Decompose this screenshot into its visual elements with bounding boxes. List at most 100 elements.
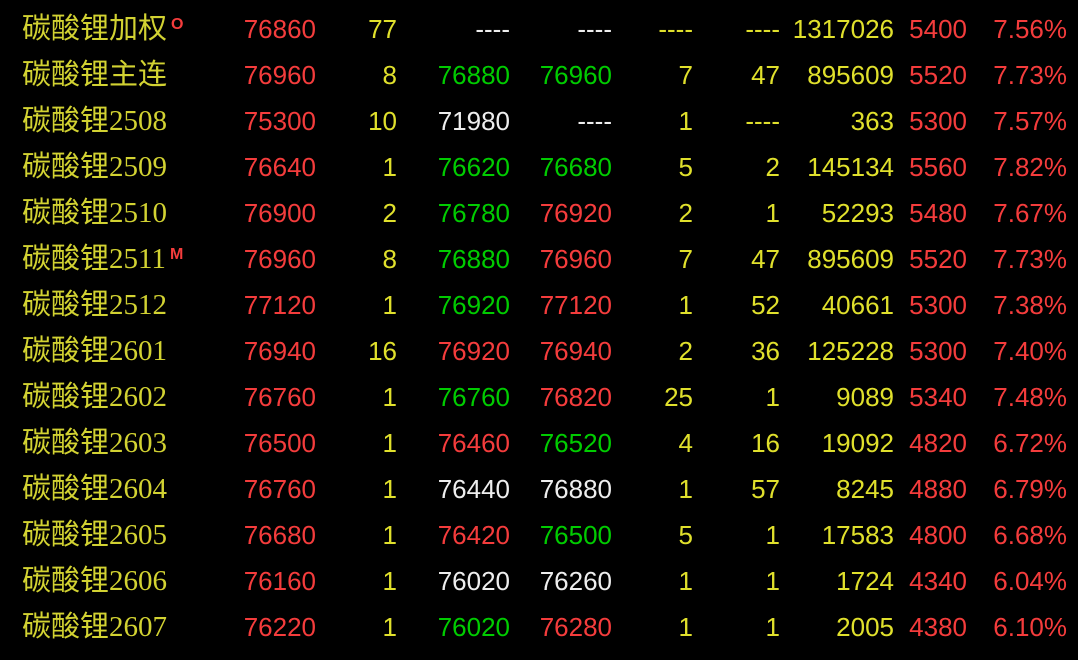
ask-price-cell: 77120	[539, 290, 612, 320]
ask-price-cell: 76940	[539, 336, 612, 366]
contract-name: 碳酸锂2607	[0, 612, 230, 642]
ask-price-cell: 76820	[539, 382, 612, 412]
current-volume-cell: 1	[382, 382, 397, 412]
contract-name-label: 碳酸锂2602	[22, 380, 168, 413]
current-volume-cell: 10	[368, 106, 397, 136]
change-cell: 5560	[909, 152, 967, 182]
total-volume-cell: 145134	[807, 152, 894, 182]
ask-volume-cell: ----	[745, 106, 780, 136]
change-cell: 5520	[909, 244, 967, 274]
bid-price-cell: 76020	[437, 612, 510, 642]
ask-price-cell: 76920	[539, 198, 612, 228]
quote-row[interactable]: 碳酸锂2602 76760 1 76760 76820 25 1 9089 53…	[0, 374, 1078, 420]
bid-price-cell: 76420	[437, 520, 510, 550]
change-cell: 5480	[909, 198, 967, 228]
contract-name-label: 碳酸锂2510	[22, 196, 168, 229]
current-volume-cell: 1	[382, 152, 397, 182]
contract-name-label: 碳酸锂2508	[22, 104, 168, 137]
current-volume-cell: 2	[382, 198, 397, 228]
last-price-cell: 76940	[243, 336, 316, 366]
current-volume-cell: 8	[382, 60, 397, 90]
total-volume-cell: 895609	[807, 244, 894, 274]
ask-volume-cell: 2	[765, 152, 780, 182]
ask-price-cell: ----	[577, 14, 612, 44]
bid-volume-cell: 1	[678, 290, 693, 320]
contract-name: 碳酸锂2509	[0, 150, 230, 183]
bid-volume-cell: 7	[678, 244, 693, 274]
quote-row[interactable]: 碳酸锂2607 76220 1 76020 76280 1 1 2005 438…	[0, 604, 1078, 650]
ask-volume-cell: 1	[765, 566, 780, 596]
bid-price-cell: 76620	[437, 152, 510, 182]
quote-row[interactable]: 碳酸锂2510 76900 2 76780 76920 2 1 52293 54…	[0, 190, 1078, 236]
change-cell: 5300	[909, 336, 967, 366]
quote-row[interactable]: 碳酸锂加权 O 76860 77 ---- ---- ---- ---- 1317…	[0, 6, 1078, 52]
total-volume-cell: 40661	[821, 290, 894, 320]
bid-volume-cell: 1	[678, 566, 693, 596]
change-cell: 4380	[909, 612, 967, 642]
quote-row[interactable]: 碳酸锂2604 76760 1 76440 76880 1 57 8245 48…	[0, 466, 1078, 512]
contract-name: 碳酸锂2510	[0, 196, 230, 229]
contract-name: 碳酸锂2603	[0, 426, 230, 459]
quote-table-body: 碳酸锂加权 O 76860 77 ---- ---- ---- ---- 1317…	[0, 6, 1078, 650]
bid-price-cell: 71980	[437, 106, 510, 136]
quote-row[interactable]: 碳酸锂2509 76640 1 76620 76680 5 2 145134 5…	[0, 144, 1078, 190]
last-price-cell: 76680	[243, 520, 316, 550]
quote-row[interactable]: 碳酸锂2511 M 76960 8 76880 76960 7 47 895609…	[0, 236, 1078, 282]
ask-price-cell: 76960	[539, 244, 612, 274]
change-percent-cell: 7.56%	[993, 14, 1067, 44]
contract-name: 碳酸锂2605	[0, 520, 230, 550]
quote-row[interactable]: 碳酸锂2601 76940 16 76920 76940 2 36 125228…	[0, 328, 1078, 374]
current-volume-cell: 16	[368, 336, 397, 366]
contract-name-label: 碳酸锂2509	[22, 150, 168, 183]
change-percent-cell: 6.68%	[993, 520, 1067, 550]
last-price-cell: 75300	[243, 106, 316, 136]
change-percent-cell: 7.57%	[993, 106, 1067, 136]
total-volume-cell: 2005	[836, 612, 894, 642]
quote-row[interactable]: 碳酸锂2605 76680 1 76420 76500 5 1 17583 48…	[0, 512, 1078, 558]
total-volume-cell: 1724	[836, 566, 894, 596]
current-volume-cell: 1	[382, 428, 397, 458]
last-price-cell: 76500	[243, 428, 316, 458]
bid-volume-cell: 1	[678, 612, 693, 642]
total-volume-cell: 125228	[807, 336, 894, 366]
bid-volume-cell: 25	[664, 382, 693, 412]
current-volume-cell: 1	[382, 474, 397, 504]
contract-name: 碳酸锂2601	[0, 336, 230, 366]
change-percent-cell: 6.79%	[993, 474, 1067, 504]
change-cell: 5340	[909, 382, 967, 412]
ask-volume-cell: 16	[751, 428, 780, 458]
quote-row[interactable]: 碳酸锂2606 76160 1 76020 76260 1 1 1724 434…	[0, 558, 1078, 604]
change-cell: 4340	[909, 566, 967, 596]
quote-row[interactable]: 碳酸锂2508 75300 10 71980 ---- 1 ---- 363 5…	[0, 98, 1078, 144]
last-price-cell: 76640	[243, 152, 316, 182]
ask-volume-cell: 1	[765, 198, 780, 228]
bid-price-cell: 76880	[437, 60, 510, 90]
bid-volume-cell: 1	[678, 474, 693, 504]
contract-name: 碳酸锂2604	[0, 474, 230, 504]
bid-volume-cell: 2	[678, 336, 693, 366]
change-cell: 5520	[909, 60, 967, 90]
ask-volume-cell: 57	[751, 474, 780, 504]
change-percent-cell: 7.82%	[993, 152, 1067, 182]
bid-price-cell: 76780	[437, 198, 510, 228]
bid-volume-cell: 2	[678, 198, 693, 228]
last-price-cell: 76860	[243, 14, 316, 44]
bid-volume-cell: 7	[678, 60, 693, 90]
ask-volume-cell: 47	[751, 244, 780, 274]
last-price-cell: 76960	[243, 244, 316, 274]
quote-row[interactable]: 碳酸锂2512 77120 1 76920 77120 1 52 40661 5…	[0, 282, 1078, 328]
bid-volume-cell: ----	[658, 14, 693, 44]
ask-volume-cell: 52	[751, 290, 780, 320]
ask-price-cell: 76500	[539, 520, 612, 550]
ask-price-cell: 76880	[539, 474, 612, 504]
change-cell: 4800	[909, 520, 967, 550]
ask-volume-cell: ----	[745, 14, 780, 44]
quote-row[interactable]: 碳酸锂主连 76960 8 76880 76960 7 47 895609 55…	[0, 52, 1078, 98]
ask-price-cell: ----	[577, 106, 612, 136]
bid-price-cell: 76920	[437, 336, 510, 366]
last-price-cell: 76160	[243, 566, 316, 596]
contract-name: 碳酸锂2606	[0, 566, 230, 596]
quote-row[interactable]: 碳酸锂2603 76500 1 76460 76520 4 16 19092 4…	[0, 420, 1078, 466]
contract-name-label: 碳酸锂2603	[22, 426, 168, 459]
